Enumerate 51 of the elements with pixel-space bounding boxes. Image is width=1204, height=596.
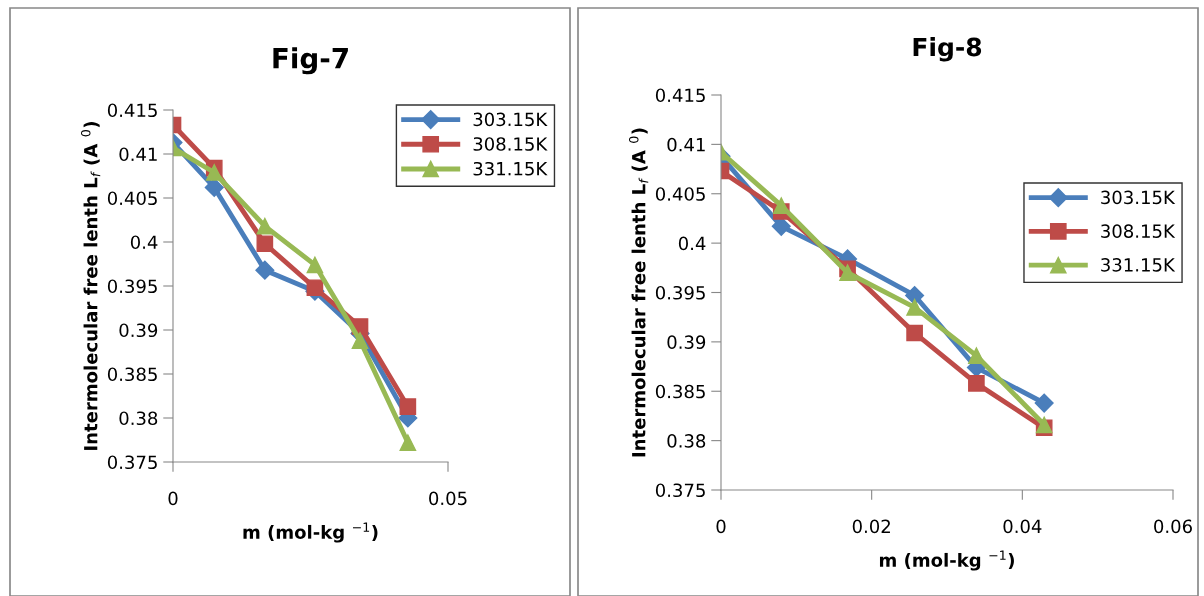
x-tick-label: 0.04 <box>1003 519 1042 534</box>
point <box>1034 393 1054 413</box>
point <box>256 235 274 253</box>
y-tick-label: 0.41 <box>119 147 157 162</box>
y-tick-label: 0.395 <box>107 279 157 294</box>
y-tick-label: 0.38 <box>119 411 158 426</box>
point <box>205 164 223 181</box>
y-tick-label: 0.4 <box>678 236 706 251</box>
point <box>399 398 417 415</box>
chart-title: Fig-7 <box>273 47 348 75</box>
point <box>906 298 923 316</box>
y-tick-label: 0.395 <box>655 285 705 300</box>
y-tick-label: 0.375 <box>655 483 705 498</box>
point <box>968 375 985 392</box>
y-tick-label: 0.405 <box>655 187 705 201</box>
point <box>399 434 417 451</box>
y-tick-label: 0.385 <box>107 367 157 382</box>
legend-label: 308.15K <box>473 137 548 151</box>
point <box>968 347 985 365</box>
y-tick-label: 0.39 <box>667 335 706 349</box>
y-tick-label: 0.375 <box>107 455 157 470</box>
point <box>306 256 324 274</box>
y-tick-label: 0.385 <box>655 384 705 399</box>
y-tick-label: 0.41 <box>667 137 705 152</box>
point <box>906 324 923 342</box>
point <box>255 260 275 280</box>
x-axis-title: m (mol-kg $^{−1}$) <box>243 522 378 543</box>
legend-label: 303.15K <box>1101 190 1176 205</box>
legend-label: 331.15K <box>473 161 548 176</box>
y-axis-title: Intermolecular free lenth L$_{f}$ (A $^{0}$) <box>628 128 649 457</box>
legend-label: 303.15K <box>473 112 548 127</box>
y-tick-label: 0.39 <box>119 323 158 338</box>
legend-label: 308.15K <box>1101 224 1176 238</box>
x-tick-label: 0.05 <box>429 491 467 506</box>
x-tick-label: 0 <box>168 491 178 506</box>
y-tick-label: 0.405 <box>107 191 157 206</box>
point <box>839 264 856 282</box>
y-axis-title: Intermolecular free lenth L$_{f}$ (A $^{0}$) <box>80 122 101 450</box>
y-tick-label: 0.415 <box>107 103 157 118</box>
y-tick-label: 0.415 <box>655 88 705 103</box>
x-axis-title: m (mol-kg $^{−1}$) <box>879 550 1014 571</box>
point <box>772 197 790 214</box>
x-tick-label: 0.06 <box>1154 519 1192 534</box>
point <box>351 332 369 349</box>
y-tick-label: 0.4 <box>130 235 158 250</box>
x-tick-label: 0.02 <box>852 519 890 534</box>
chart-title: Fig-8 <box>913 37 982 62</box>
legend-label: 331.15K <box>1101 258 1176 272</box>
point <box>256 217 274 235</box>
x-tick-label: 0 <box>716 519 726 534</box>
y-tick-label: 0.38 <box>667 434 706 448</box>
